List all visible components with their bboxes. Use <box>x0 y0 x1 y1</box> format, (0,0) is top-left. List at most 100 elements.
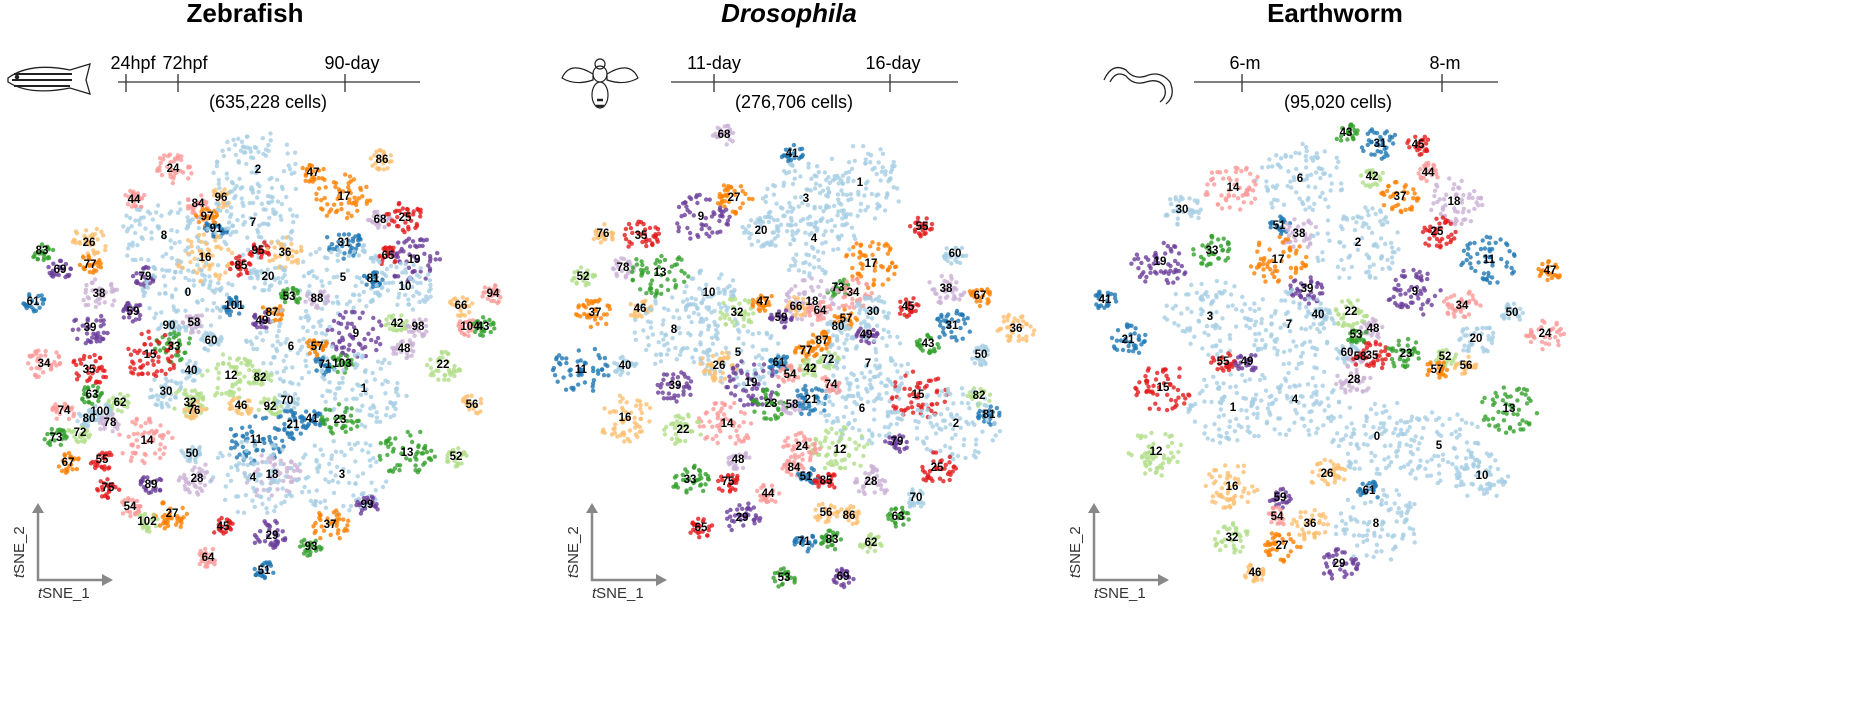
cell-point <box>312 349 318 355</box>
cell-point <box>255 273 261 278</box>
cell-point <box>842 222 847 228</box>
cell-point <box>278 414 283 419</box>
cell-point <box>892 264 898 270</box>
cell-point <box>466 328 471 334</box>
cell-point <box>103 244 108 249</box>
cell-point <box>320 283 325 288</box>
cell-point <box>270 257 276 263</box>
cell-point <box>721 287 726 293</box>
cell-point <box>696 312 701 317</box>
cell-point <box>640 262 645 268</box>
cell-point <box>203 546 208 552</box>
cell-point <box>272 508 277 514</box>
cell-point <box>164 341 170 346</box>
cell-point <box>291 219 296 225</box>
cell-point <box>267 460 273 465</box>
cell-point <box>392 260 397 265</box>
cell-point <box>82 233 87 239</box>
cell-point <box>263 277 268 282</box>
cell-point <box>226 361 232 367</box>
cell-point <box>285 430 290 435</box>
cell-point <box>147 306 152 311</box>
cell-point <box>334 347 339 352</box>
cell-point <box>173 522 179 527</box>
cell-point <box>876 246 881 252</box>
cell-point <box>619 256 624 261</box>
cell-point <box>32 373 38 378</box>
cell-point <box>273 504 278 509</box>
cell-point <box>336 239 341 244</box>
cell-point <box>97 420 103 425</box>
cell-point <box>186 341 192 346</box>
cell-point <box>353 365 358 370</box>
cell-point <box>472 329 478 335</box>
cell-point <box>305 328 310 334</box>
cell-point <box>930 287 935 292</box>
cell-point <box>284 353 289 359</box>
cell-point <box>152 451 158 456</box>
cell-point <box>83 287 89 292</box>
cell-point <box>370 326 376 332</box>
cell-point <box>960 336 965 341</box>
cell-point <box>136 218 142 223</box>
cell-point <box>129 224 134 229</box>
cell-point <box>360 346 365 351</box>
cell-point <box>268 361 273 366</box>
cell-point <box>816 284 821 289</box>
cell-point <box>358 187 364 192</box>
cell-point <box>784 291 790 297</box>
cell-point <box>97 393 103 398</box>
cell-point <box>197 215 203 221</box>
cell-point <box>857 249 863 255</box>
cell-point <box>234 229 239 234</box>
cell-point <box>1024 321 1029 327</box>
cell-point <box>345 523 350 528</box>
cell-point <box>49 426 54 432</box>
cell-point <box>329 344 335 349</box>
cell-point <box>448 299 453 304</box>
cell-point <box>143 452 148 458</box>
cell-point <box>338 353 344 358</box>
cell-point <box>137 358 143 363</box>
cell-point <box>306 315 312 321</box>
cell-point <box>319 318 324 323</box>
cell-point <box>186 197 191 202</box>
cell-point <box>134 271 139 276</box>
cell-point <box>327 407 333 413</box>
cell-point <box>384 439 390 444</box>
cell-point <box>379 323 384 328</box>
cell-point <box>219 515 224 521</box>
cell-point <box>811 265 817 270</box>
cell-point <box>369 219 375 224</box>
cell-point <box>851 244 856 250</box>
cell-point <box>870 252 875 258</box>
cell-point <box>199 251 204 256</box>
cell-point <box>182 350 187 355</box>
cell-point <box>194 299 200 304</box>
cell-point <box>427 254 433 259</box>
cell-point <box>885 191 890 196</box>
cell-point <box>56 464 62 469</box>
cell-point <box>682 279 687 284</box>
cell-point <box>99 313 104 319</box>
cell-point <box>429 448 434 453</box>
cell-point <box>280 235 285 240</box>
cell-point <box>724 207 729 212</box>
cell-point <box>364 184 369 190</box>
cell-point <box>1024 338 1029 343</box>
cell-point <box>88 243 93 248</box>
cell-point <box>295 257 300 263</box>
cell-point <box>274 309 279 314</box>
cell-point <box>157 348 163 353</box>
cell-point <box>248 268 254 273</box>
cell-point <box>404 393 409 399</box>
cell-point <box>316 186 322 191</box>
cell-point <box>413 455 418 460</box>
cell-point <box>167 367 173 372</box>
cell-point <box>383 378 388 383</box>
cell-point <box>177 239 182 245</box>
cell-point <box>290 254 295 259</box>
cell-point <box>344 325 349 330</box>
cell-point <box>381 161 386 166</box>
cell-point <box>762 381 767 386</box>
